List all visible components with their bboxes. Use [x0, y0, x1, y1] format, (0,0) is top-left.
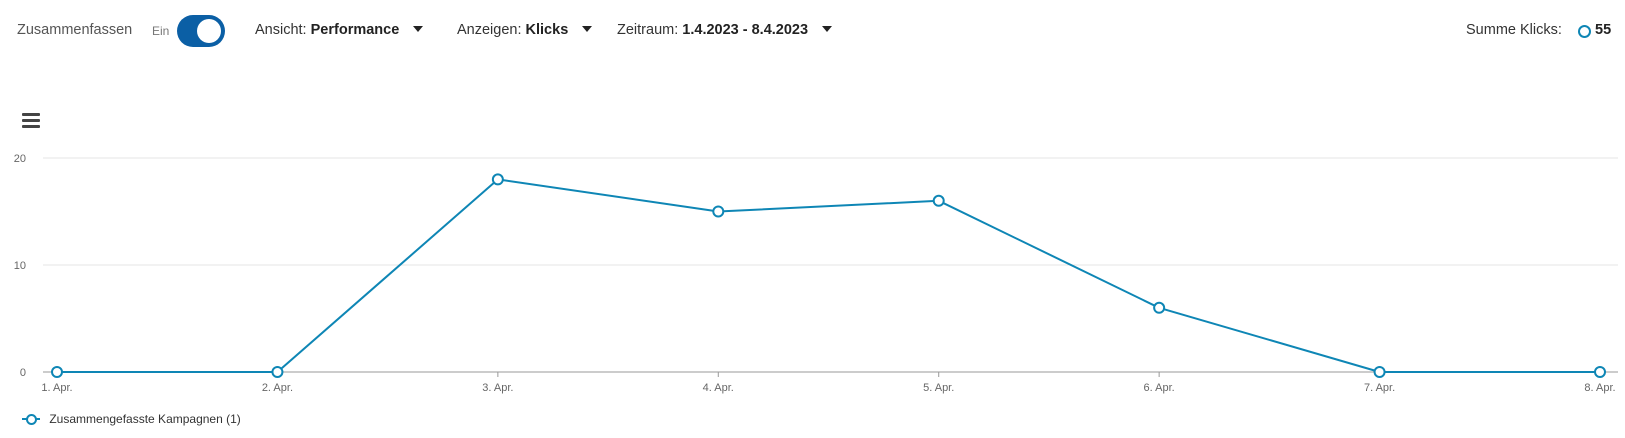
data-point — [932, 194, 945, 207]
chevron-down-icon — [413, 26, 424, 33]
x-tick-label: 8. Apr. — [1584, 382, 1615, 394]
data-point — [1153, 301, 1166, 314]
legend-item[interactable]: Zusammengefasste Kampagnen (1) — [22, 411, 241, 426]
range-label: Zeitraum: — [617, 22, 679, 38]
view-label: Ansicht: — [255, 22, 307, 38]
toggle-knob — [197, 19, 221, 43]
axis-layer: 0 10 20 1. Apr. 2. Apr. 3. Apr. 4. Apr. 5. Apr.… — [14, 153, 1618, 394]
grid-layer — [43, 157, 1618, 266]
series-layer — [51, 173, 1606, 378]
data-point — [51, 366, 63, 378]
legend-marker-icon — [22, 413, 44, 425]
data-point — [712, 205, 725, 218]
circle-marker-icon — [1578, 25, 1591, 38]
x-tick-label: 2. Apr. — [262, 382, 293, 394]
show-label: Anzeigen: — [457, 22, 522, 38]
show-value: Klicks — [525, 22, 569, 38]
sum-clicks-label: Summe Klicks: — [1466, 22, 1562, 38]
sum-clicks-value: 55 — [1595, 22, 1612, 38]
summarize-toggle[interactable] — [177, 15, 225, 47]
x-tick-label: 5. Apr. — [923, 382, 954, 394]
y-tick-label: 0 — [20, 367, 26, 379]
x-tick-label: 3. Apr. — [482, 382, 513, 394]
data-point — [1594, 366, 1606, 378]
view-value: Performance — [310, 22, 400, 38]
data-point — [1373, 366, 1386, 378]
data-point — [271, 366, 284, 378]
date-range-dropdown[interactable]: Zeitraum: 1.4.2023 - 8.4.2023 — [617, 22, 833, 38]
chevron-down-icon — [822, 26, 833, 33]
y-tick-label: 20 — [14, 153, 26, 165]
summarize-label: Zusammenfassen — [17, 22, 133, 38]
range-value: 1.4.2023 - 8.4.2023 — [682, 22, 809, 38]
show-dropdown[interactable]: Anzeigen: Klicks — [457, 22, 593, 38]
x-tick-label: 6. Apr. — [1144, 382, 1175, 394]
toggle-state-label: Ein — [152, 24, 170, 38]
x-tick-label: 7. Apr. — [1364, 382, 1395, 394]
toolbar: Zusammenfassen Ein Ansicht: Performance … — [0, 0, 1625, 62]
data-point — [491, 173, 504, 186]
legend-label: Zusammengefasste Kampagnen (1) — [49, 411, 241, 426]
x-tick-label: 4. Apr. — [703, 382, 734, 394]
x-tick-label: 1. Apr. — [41, 382, 72, 394]
hamburger-menu-icon[interactable] — [22, 113, 40, 129]
y-tick-label: 10 — [14, 260, 26, 272]
chevron-down-icon — [582, 26, 593, 33]
view-dropdown[interactable]: Ansicht: Performance — [255, 22, 424, 38]
series-line — [57, 178, 1600, 373]
